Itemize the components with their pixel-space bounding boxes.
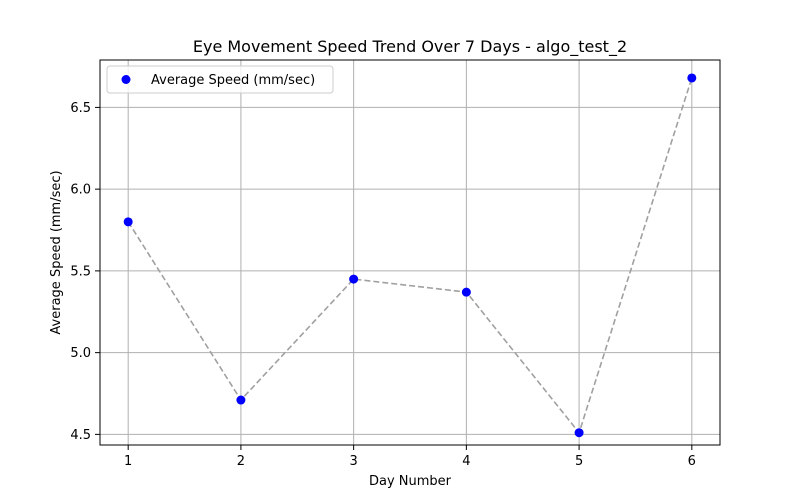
- data-point: [123, 217, 133, 227]
- series-line: [127, 77, 693, 435]
- data-point: [687, 73, 697, 83]
- grid: [100, 60, 720, 445]
- series-line-layer: [127, 77, 693, 435]
- y-tick-label: 5.0: [70, 346, 91, 361]
- x-tick-label: 4: [462, 454, 470, 469]
- legend-box: [106, 65, 334, 94]
- chart-title: Eye Movement Speed Trend Over 7 Days - a…: [193, 37, 627, 57]
- data-point: [236, 395, 246, 405]
- x-tick-label: 5: [575, 454, 583, 469]
- x-tick-label: 2: [237, 454, 245, 469]
- x-tick-label: 6: [688, 454, 696, 469]
- legend: Average Speed (mm/sec): [106, 65, 334, 94]
- y-tick-label: 5.5: [70, 264, 91, 279]
- data-point: [349, 274, 359, 284]
- data-point-layer: [123, 73, 697, 438]
- x-tick-label: 3: [349, 454, 357, 469]
- plot-area-frame: [99, 59, 721, 446]
- legend-label: Average Speed (mm/sec): [151, 73, 315, 88]
- ticks: 1 2 3 4 5 6 4.5 5.0 5.5 6.0 6.5: [70, 101, 696, 469]
- y-axis-label: Average Speed (mm/sec): [49, 170, 64, 334]
- legend-marker-icon: [121, 75, 131, 84]
- data-point: [574, 428, 584, 438]
- x-axis-label: Day Number: [369, 474, 452, 489]
- y-tick-label: 4.5: [70, 428, 91, 443]
- y-tick-label: 6.5: [70, 101, 91, 116]
- data-point: [461, 287, 471, 297]
- y-tick-label: 6.0: [70, 183, 91, 198]
- x-tick-label: 1: [124, 454, 132, 469]
